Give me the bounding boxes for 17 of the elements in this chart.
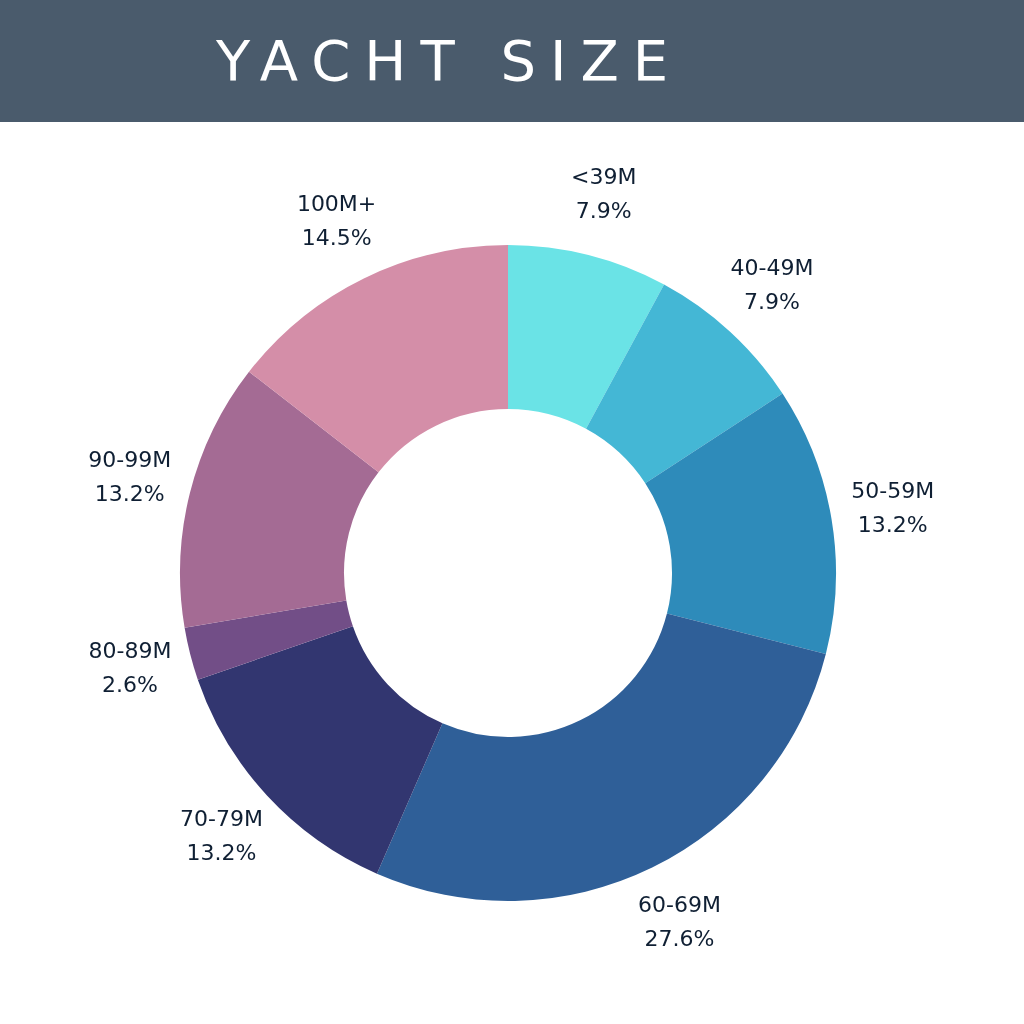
chart-title: YACHT SIZE: [216, 28, 683, 93]
data-label: 13.2%: [186, 840, 257, 866]
data-label: 13.2%: [857, 511, 928, 537]
data-label: 7.9%: [575, 197, 632, 223]
data-label: 14.5%: [301, 225, 372, 251]
data-label: 27.6%: [644, 926, 715, 952]
data-label: 13.2%: [94, 480, 165, 506]
slice-label: 90-99M: [88, 446, 172, 472]
slice-label: 80-89M: [88, 638, 172, 664]
slice-label: 100M+: [296, 191, 377, 217]
slice-label: 40-49M: [730, 254, 814, 280]
slice-label: 70-79M: [179, 806, 263, 832]
slice-label: 50-59M: [851, 477, 935, 503]
data-label: 7.9%: [744, 288, 801, 314]
slice-label: <39M: [571, 163, 637, 189]
slice-label: 60-69M: [637, 892, 721, 918]
data-label: 2.6%: [102, 672, 159, 698]
